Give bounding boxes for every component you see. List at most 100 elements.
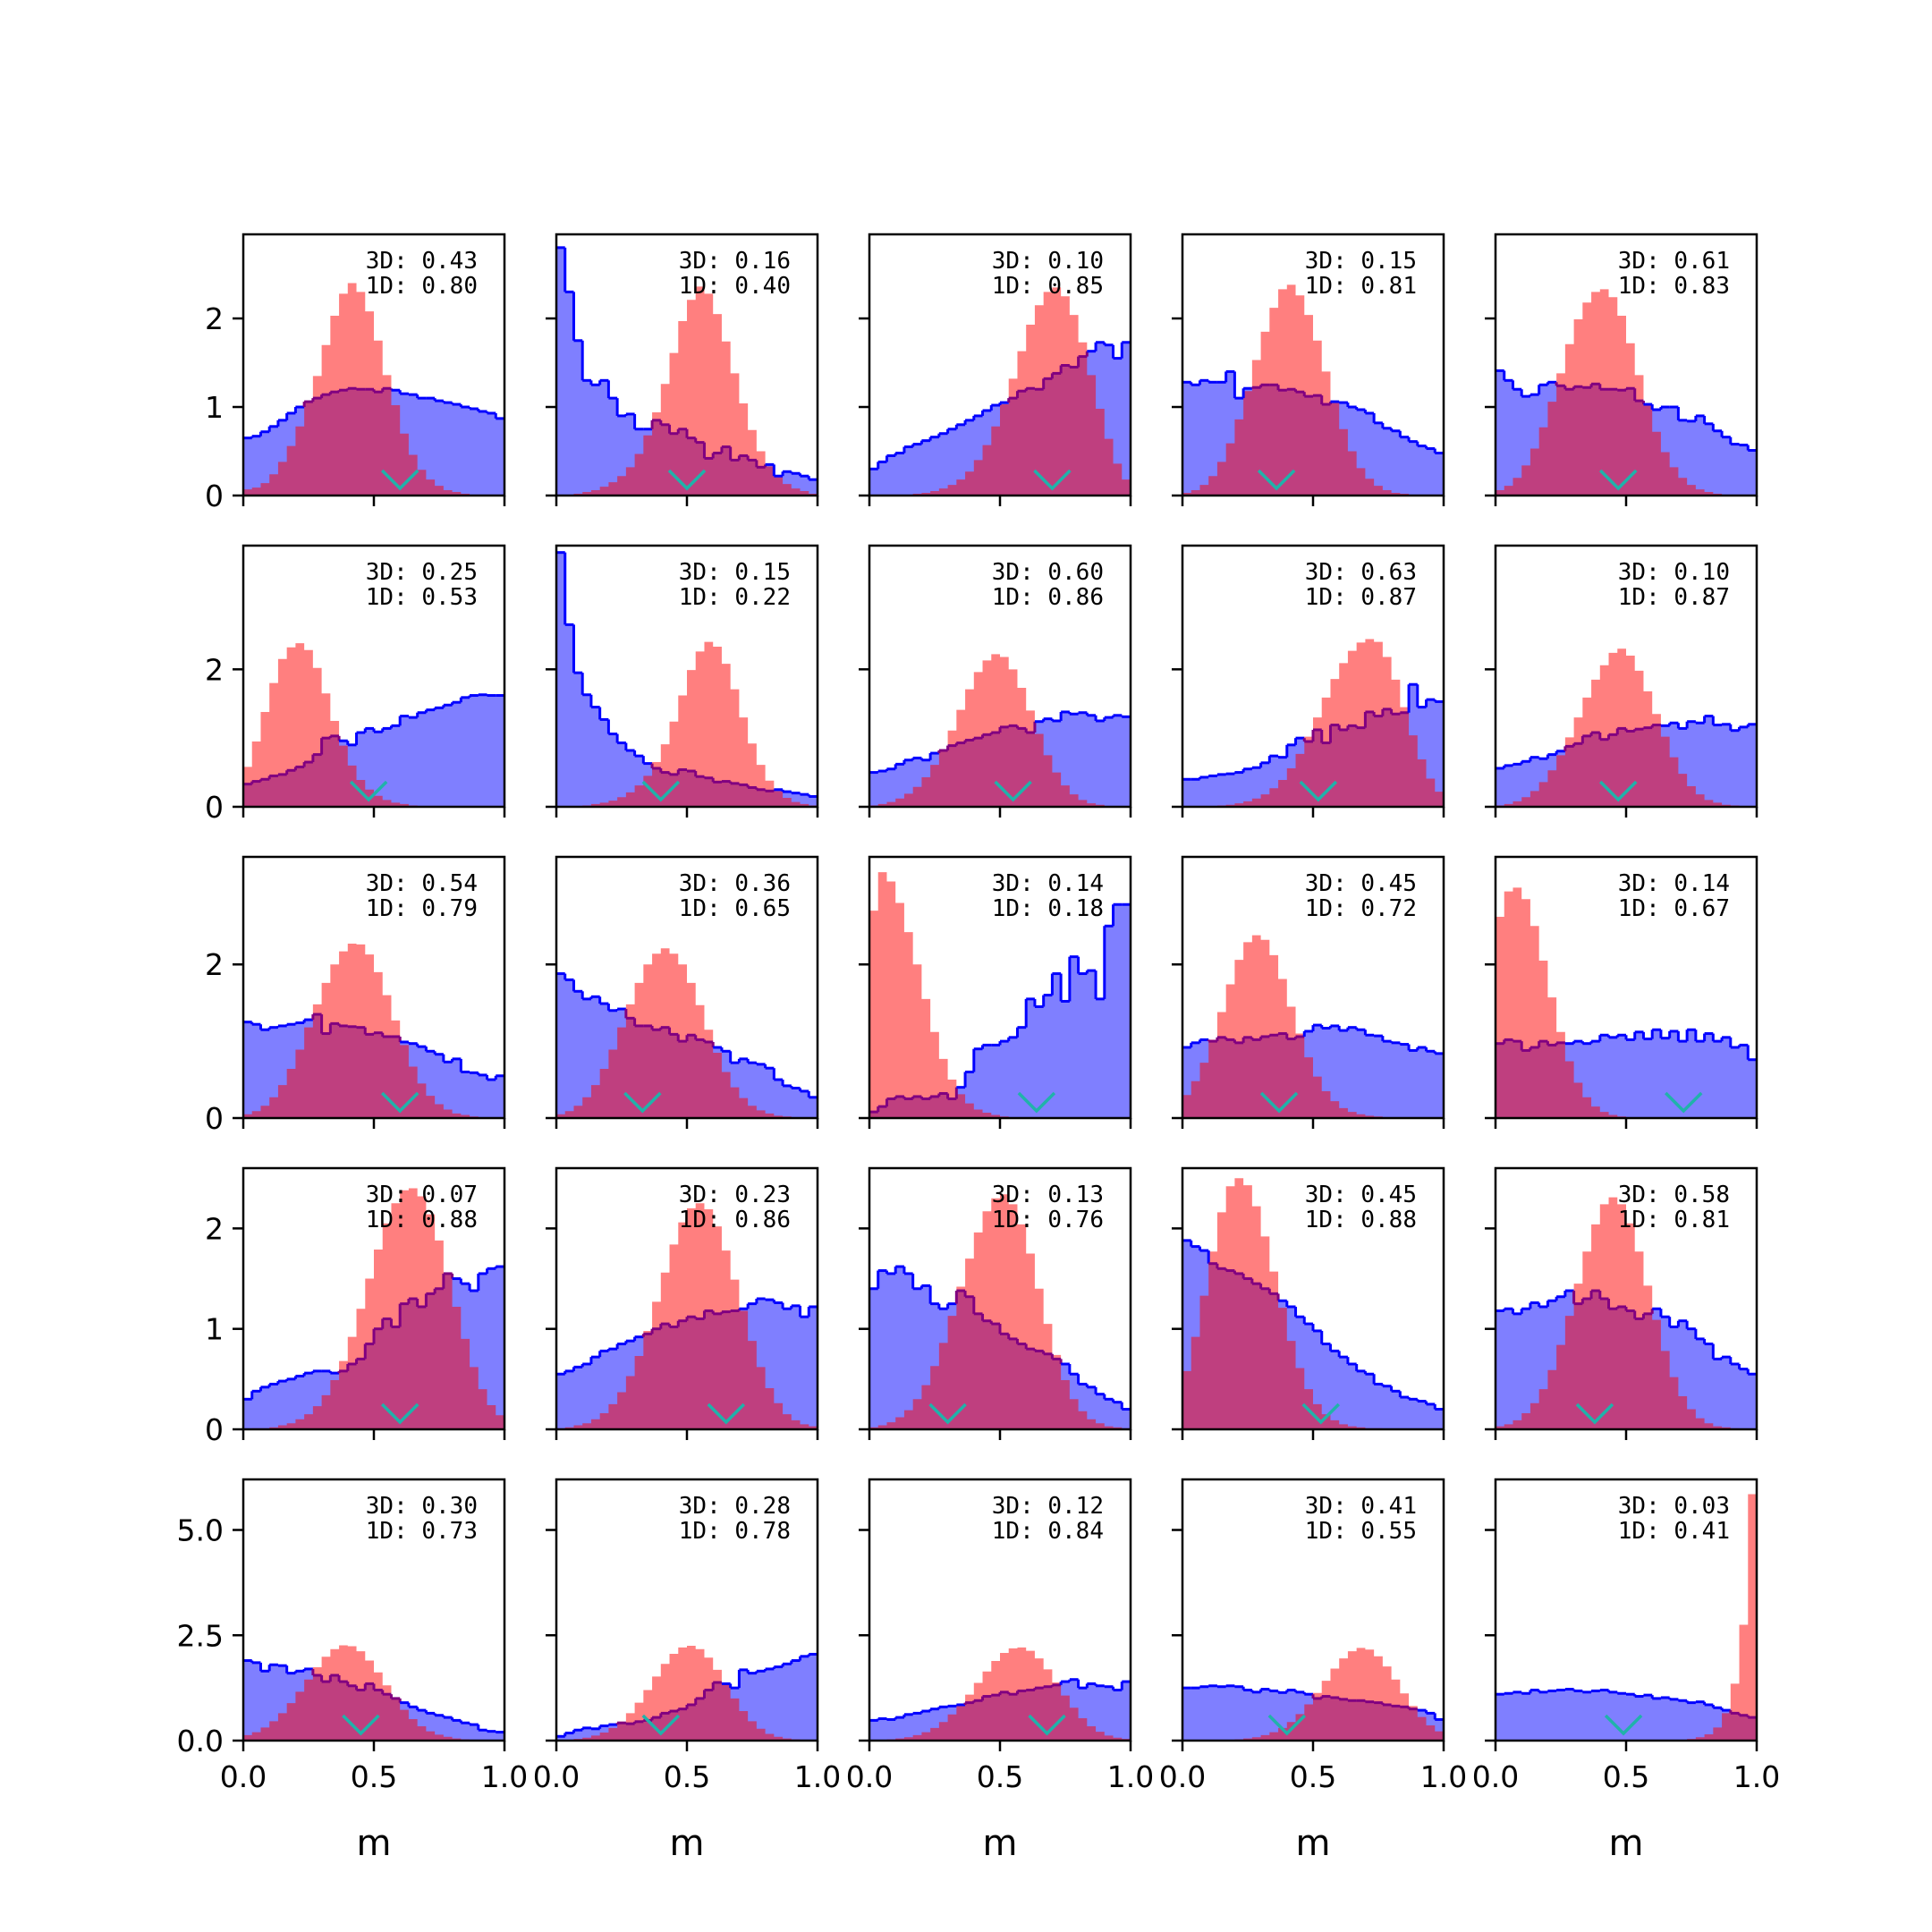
- x-tick-label: 0.5: [977, 1759, 1023, 1794]
- red-histogram-fill: [243, 1645, 504, 1741]
- plot-area: [556, 246, 818, 496]
- y-tick-label: 2: [205, 652, 224, 687]
- red-histogram-fill: [1182, 935, 1444, 1118]
- plot-area: [556, 1646, 818, 1741]
- blue-histogram-fill: [869, 904, 1131, 1118]
- y-tick-label: 2: [205, 947, 224, 982]
- y-tick-label: 1: [205, 390, 224, 425]
- red-histogram-fill: [1496, 1494, 1757, 1741]
- v-marker: [1301, 1402, 1340, 1425]
- annotation-3d: 3D: 0.14: [992, 870, 1104, 897]
- red-histogram-fill: [869, 872, 1131, 1118]
- v-marker: [1575, 1402, 1614, 1425]
- red-histogram-fill: [243, 944, 504, 1118]
- annotation-1d: 1D: 0.79: [366, 895, 478, 922]
- y-tick-label: 2: [205, 1211, 224, 1246]
- annotation-3d: 3D: 0.58: [1618, 1182, 1730, 1208]
- x-tick-label: 1.0: [481, 1759, 528, 1794]
- v-marker: [994, 780, 1032, 802]
- plot-area: [869, 1194, 1131, 1429]
- v-marker: [928, 1402, 967, 1425]
- blue-histogram-fill: [1496, 1689, 1757, 1741]
- x-tick-label: 1.0: [1107, 1759, 1154, 1794]
- blue-histogram-fill: [556, 1654, 818, 1741]
- x-tick-label: 1.0: [1420, 1759, 1467, 1794]
- annotation-1d: 1D: 0.88: [1305, 1207, 1417, 1233]
- x-axis-label: m: [1609, 1823, 1644, 1864]
- red-histogram-fill: [1496, 289, 1757, 496]
- annotation-1d: 1D: 0.85: [992, 273, 1104, 300]
- red-histogram-fill: [1182, 284, 1444, 496]
- v-marker: [1028, 1714, 1066, 1736]
- y-tick-label: 0.0: [177, 1724, 224, 1758]
- annotation-3d: 3D: 0.03: [1618, 1493, 1730, 1520]
- annotation-3d: 3D: 0.10: [1618, 559, 1730, 586]
- plot-area: [243, 643, 504, 807]
- x-tick-label: 1.0: [794, 1759, 841, 1794]
- y-tick-label: 2.5: [177, 1618, 224, 1653]
- v-marker: [707, 1402, 746, 1425]
- x-tick-label: 0.0: [1159, 1759, 1206, 1794]
- plot-area: [1496, 289, 1757, 496]
- annotation-1d: 1D: 0.83: [1618, 273, 1730, 300]
- annotation-1d: 1D: 0.53: [366, 584, 478, 611]
- y-tick-label: 0: [205, 479, 224, 513]
- v-marker: [1604, 1714, 1643, 1736]
- x-tick-label: 0.0: [533, 1759, 580, 1794]
- annotation-3d: 3D: 0.16: [679, 248, 791, 275]
- plot-area: [243, 283, 504, 496]
- annotation-1d: 1D: 0.84: [992, 1518, 1104, 1545]
- plot-area: [243, 944, 504, 1118]
- red-histogram-fill: [1182, 639, 1444, 807]
- x-axis-label: m: [983, 1823, 1018, 1864]
- annotation-3d: 3D: 0.30: [366, 1493, 478, 1520]
- annotation-1d: 1D: 0.55: [1305, 1518, 1417, 1545]
- y-tick-label: 0: [205, 1412, 224, 1447]
- annotation-1d: 1D: 0.72: [1305, 895, 1417, 922]
- red-histogram-fill: [869, 287, 1131, 496]
- v-marker: [380, 1402, 419, 1425]
- plot-area: [1496, 887, 1757, 1118]
- v-marker: [641, 1714, 681, 1736]
- blue-histogram-fill: [556, 247, 818, 496]
- plot-area: [1182, 284, 1444, 496]
- x-axis-label: m: [1296, 1823, 1331, 1864]
- red-histogram-fill: [1182, 1178, 1444, 1429]
- plot-area: [869, 654, 1131, 807]
- annotation-3d: 3D: 0.25: [366, 559, 478, 586]
- annotation-3d: 3D: 0.61: [1618, 248, 1730, 275]
- red-histogram-fill: [556, 948, 818, 1118]
- v-marker: [1033, 469, 1072, 491]
- annotation-3d: 3D: 0.07: [366, 1182, 478, 1208]
- plot-area: [1182, 639, 1444, 807]
- red-histogram-fill: [556, 641, 818, 807]
- y-tick-label: 1: [205, 1312, 224, 1347]
- annotation-1d: 1D: 0.86: [992, 584, 1104, 611]
- x-axis-label: m: [670, 1823, 705, 1864]
- plot-area: [556, 1203, 818, 1429]
- v-marker: [623, 1091, 662, 1114]
- annotation-3d: 3D: 0.14: [1618, 870, 1730, 897]
- v-marker: [1599, 780, 1638, 802]
- red-histogram-fill: [1496, 1197, 1757, 1429]
- v-marker: [1299, 780, 1338, 802]
- annotation-1d: 1D: 0.22: [679, 584, 791, 611]
- annotation-3d: 3D: 0.28: [679, 1493, 791, 1520]
- plot-area: [1182, 935, 1444, 1118]
